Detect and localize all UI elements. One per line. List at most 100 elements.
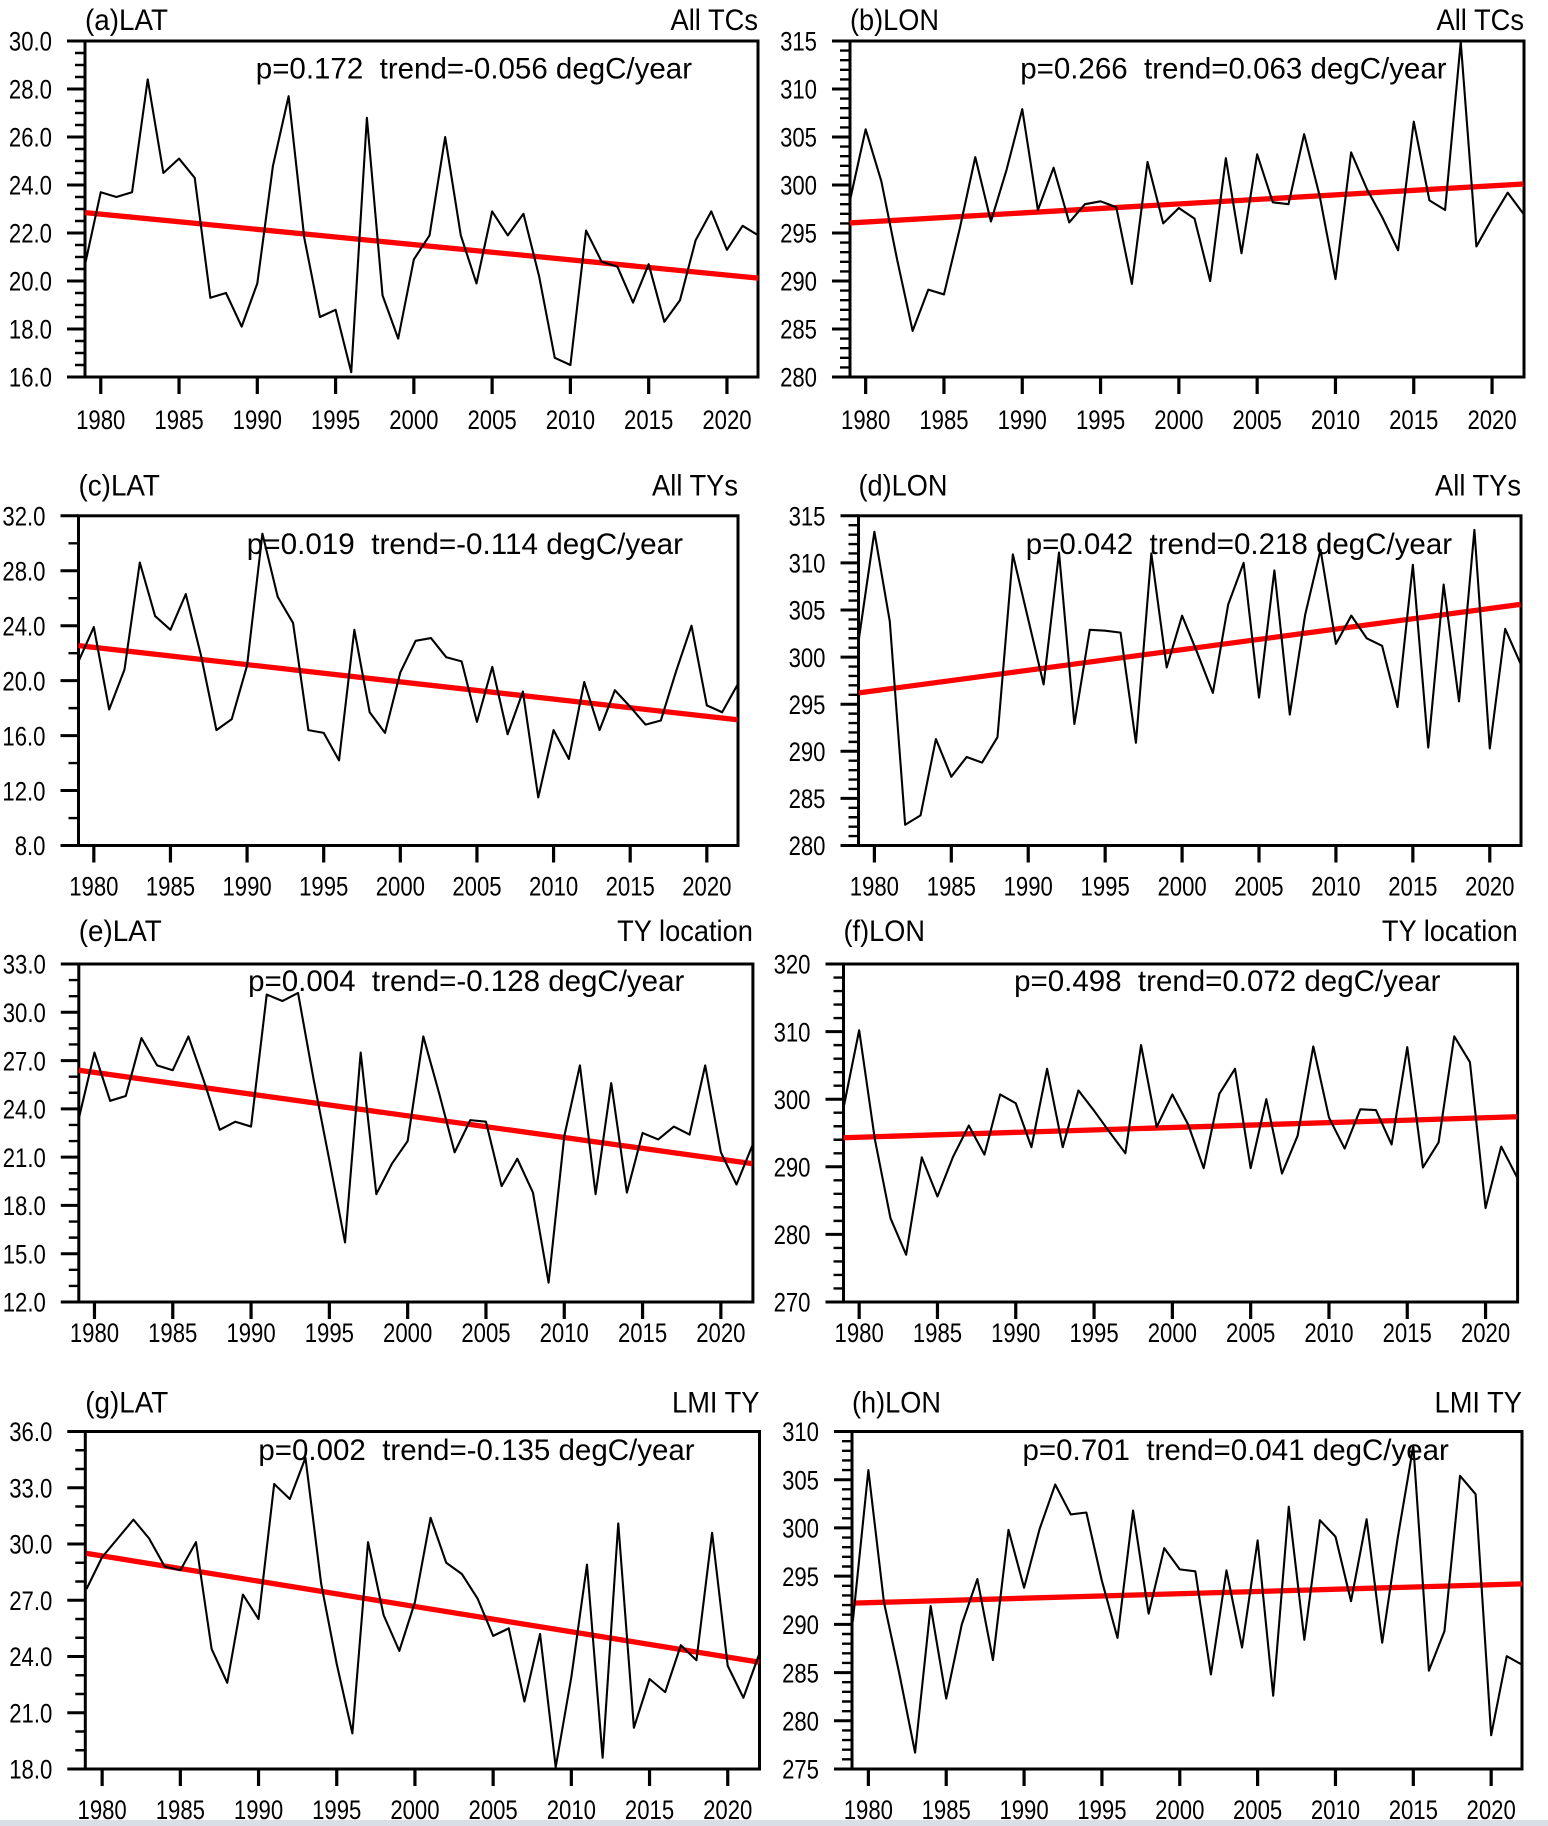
- svg-text:p=0.002 trend=-0.135 degC/yea: p=0.002 trend=-0.135 degC/year: [258, 1434, 694, 1467]
- svg-text:2005: 2005: [1234, 872, 1283, 902]
- svg-text:1980: 1980: [69, 872, 118, 902]
- svg-text:(a)LAT: (a)LAT: [85, 4, 168, 37]
- svg-text:285: 285: [789, 784, 826, 814]
- svg-text:295: 295: [780, 219, 817, 249]
- svg-text:1995: 1995: [1069, 1318, 1118, 1348]
- svg-text:33.0: 33.0: [9, 1473, 52, 1503]
- svg-text:1985: 1985: [922, 1795, 971, 1825]
- svg-text:(h)LON: (h)LON: [852, 1387, 941, 1420]
- svg-text:1985: 1985: [913, 1318, 962, 1348]
- svg-text:305: 305: [782, 1465, 819, 1495]
- svg-text:1985: 1985: [919, 405, 968, 435]
- svg-text:(d)LON: (d)LON: [859, 470, 948, 503]
- svg-text:All TCs: All TCs: [671, 4, 758, 37]
- svg-text:24.0: 24.0: [3, 1095, 46, 1125]
- svg-text:1995: 1995: [305, 1318, 354, 1348]
- svg-text:295: 295: [789, 690, 826, 720]
- svg-text:2020: 2020: [1461, 1318, 1510, 1348]
- svg-text:280: 280: [780, 363, 817, 393]
- svg-text:310: 310: [774, 1017, 811, 1047]
- svg-text:2020: 2020: [696, 1318, 745, 1348]
- svg-text:(b)LON: (b)LON: [850, 4, 939, 37]
- svg-text:2020: 2020: [682, 872, 731, 902]
- svg-text:305: 305: [780, 123, 817, 153]
- svg-text:16.0: 16.0: [2, 721, 45, 751]
- svg-text:280: 280: [774, 1220, 811, 1250]
- svg-text:20.0: 20.0: [2, 666, 45, 696]
- svg-text:2010: 2010: [546, 405, 595, 435]
- svg-text:LMI TY: LMI TY: [672, 1387, 760, 1420]
- svg-text:2005: 2005: [469, 1795, 518, 1825]
- svg-text:2010: 2010: [1311, 1795, 1360, 1825]
- svg-text:1985: 1985: [927, 872, 976, 902]
- svg-text:2010: 2010: [1311, 405, 1360, 435]
- svg-text:24.0: 24.0: [9, 1642, 52, 1672]
- svg-text:2020: 2020: [1467, 405, 1516, 435]
- svg-text:p=0.701 trend=0.041 degC/year: p=0.701 trend=0.041 degC/year: [1023, 1434, 1450, 1467]
- svg-text:1995: 1995: [1076, 405, 1125, 435]
- svg-text:30.0: 30.0: [9, 27, 52, 57]
- svg-text:1980: 1980: [76, 405, 125, 435]
- svg-text:1990: 1990: [991, 1318, 1040, 1348]
- svg-text:p=0.019 trend=-0.114 degC/yea: p=0.019 trend=-0.114 degC/year: [247, 528, 683, 561]
- svg-text:290: 290: [774, 1153, 811, 1183]
- svg-text:300: 300: [780, 171, 817, 201]
- svg-text:TY location: TY location: [617, 915, 753, 948]
- svg-text:1990: 1990: [998, 405, 1047, 435]
- svg-text:(c)LAT: (c)LAT: [79, 470, 160, 503]
- svg-text:1990: 1990: [226, 1318, 275, 1348]
- svg-text:21.0: 21.0: [3, 1143, 46, 1173]
- svg-text:2015: 2015: [625, 1795, 674, 1825]
- svg-text:275: 275: [782, 1755, 819, 1785]
- svg-text:270: 270: [774, 1288, 811, 1318]
- svg-text:18.0: 18.0: [3, 1191, 46, 1221]
- svg-text:2000: 2000: [1148, 1318, 1197, 1348]
- svg-text:27.0: 27.0: [3, 1046, 46, 1076]
- svg-text:305: 305: [789, 596, 826, 626]
- svg-text:2020: 2020: [703, 1795, 752, 1825]
- svg-text:2000: 2000: [390, 1795, 439, 1825]
- svg-text:2010: 2010: [1311, 872, 1360, 902]
- svg-text:310: 310: [789, 549, 826, 579]
- svg-text:2005: 2005: [1226, 1318, 1275, 1348]
- svg-text:1985: 1985: [154, 405, 203, 435]
- svg-text:24.0: 24.0: [2, 611, 45, 641]
- svg-text:All TYs: All TYs: [652, 470, 738, 503]
- svg-text:26.0: 26.0: [9, 123, 52, 153]
- svg-text:All TCs: All TCs: [1437, 4, 1524, 37]
- svg-text:28.0: 28.0: [2, 556, 45, 586]
- svg-text:285: 285: [780, 315, 817, 345]
- svg-text:315: 315: [789, 502, 826, 532]
- svg-text:290: 290: [782, 1610, 819, 1640]
- svg-text:280: 280: [782, 1706, 819, 1736]
- svg-text:2015: 2015: [624, 405, 673, 435]
- svg-text:315: 315: [780, 27, 817, 57]
- svg-text:2005: 2005: [468, 405, 517, 435]
- svg-text:2020: 2020: [702, 405, 751, 435]
- svg-text:1995: 1995: [1081, 872, 1130, 902]
- svg-text:22.0: 22.0: [9, 219, 52, 249]
- svg-text:2015: 2015: [606, 872, 655, 902]
- svg-text:2015: 2015: [1389, 1795, 1438, 1825]
- svg-text:2005: 2005: [452, 872, 501, 902]
- svg-text:30.0: 30.0: [9, 1530, 52, 1560]
- svg-text:8.0: 8.0: [15, 831, 46, 861]
- svg-text:20.0: 20.0: [9, 267, 52, 297]
- svg-text:30.0: 30.0: [3, 998, 46, 1028]
- svg-text:1980: 1980: [78, 1795, 127, 1825]
- svg-text:2015: 2015: [1389, 405, 1438, 435]
- svg-text:2005: 2005: [1233, 405, 1282, 435]
- svg-text:1990: 1990: [999, 1795, 1048, 1825]
- svg-text:(e)LAT: (e)LAT: [79, 915, 162, 948]
- svg-text:1990: 1990: [233, 405, 282, 435]
- svg-text:1990: 1990: [222, 872, 271, 902]
- svg-text:2005: 2005: [1233, 1795, 1282, 1825]
- svg-text:p=0.498 trend=0.072 degC/year: p=0.498 trend=0.072 degC/year: [1014, 965, 1441, 998]
- svg-text:2010: 2010: [540, 1318, 589, 1348]
- svg-text:1995: 1995: [1077, 1795, 1126, 1825]
- svg-text:300: 300: [774, 1085, 811, 1115]
- svg-text:1980: 1980: [841, 405, 890, 435]
- svg-text:2000: 2000: [1157, 872, 1206, 902]
- svg-text:2015: 2015: [1383, 1318, 1432, 1348]
- svg-text:28.0: 28.0: [9, 75, 52, 105]
